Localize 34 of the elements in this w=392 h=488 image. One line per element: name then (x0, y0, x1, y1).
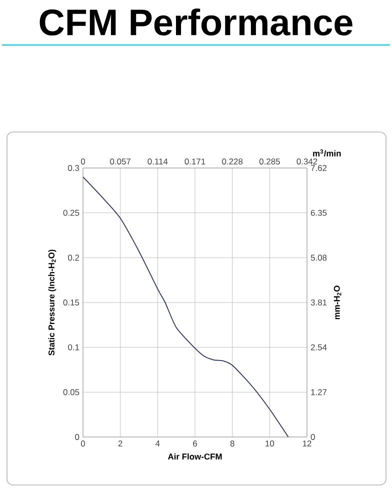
x-axis-title: Air Flow-CFM (168, 453, 222, 460)
x-tick-label: 10 (266, 440, 274, 447)
y2-tick-label: 7.62 (310, 165, 327, 171)
y2-tick-label: 2.54 (310, 344, 327, 350)
x-tick-label: 8 (230, 440, 234, 447)
y-tick-label: 0.25 (63, 210, 80, 216)
y2-axis-title: mm-H$_{2}$O (334, 286, 342, 320)
x-tick-label: 12 (302, 440, 312, 446)
line-series (83, 176, 289, 437)
x2-tick-label: 0.171 (184, 158, 206, 164)
y-tick-label: 0.05 (63, 389, 80, 396)
x2-tick-label: 0.057 (110, 158, 130, 164)
y2-tick-label: 6.35 (310, 210, 327, 216)
y-tick-label: 0.1 (68, 344, 80, 350)
y-tick-label: 0.2 (68, 254, 80, 261)
chart-title: CFM Performance (40, 8, 352, 36)
y-tick-label: 0.3 (68, 165, 80, 171)
y-axis-title: Static Pressure (Inch-H$_{2}$O) (48, 250, 56, 356)
x2-tick-label: 0.285 (259, 158, 280, 164)
y2-tick-label: 1.27 (311, 389, 327, 396)
y2-tick-label: 0 (310, 434, 315, 440)
x2-axis-title: m$^{3}$/min (313, 149, 341, 157)
y2-tick-label: 3.81 (310, 300, 327, 306)
x-tick-label: 2 (118, 440, 122, 446)
x2-tick-label: 0.228 (222, 158, 243, 164)
y-tick-label: 0.15 (63, 300, 80, 306)
x2-tick-label: 0.342 (296, 158, 318, 164)
x2-tick-label: 0 (80, 158, 86, 164)
x2-tick-label: 0.114 (148, 158, 168, 164)
x-tick-label: 6 (193, 440, 197, 447)
y-tick-label: 0 (75, 434, 80, 440)
x-tick-label: 4 (156, 440, 160, 446)
y2-tick-label: 5.08 (310, 254, 327, 261)
x-tick-label: 0 (80, 440, 86, 447)
